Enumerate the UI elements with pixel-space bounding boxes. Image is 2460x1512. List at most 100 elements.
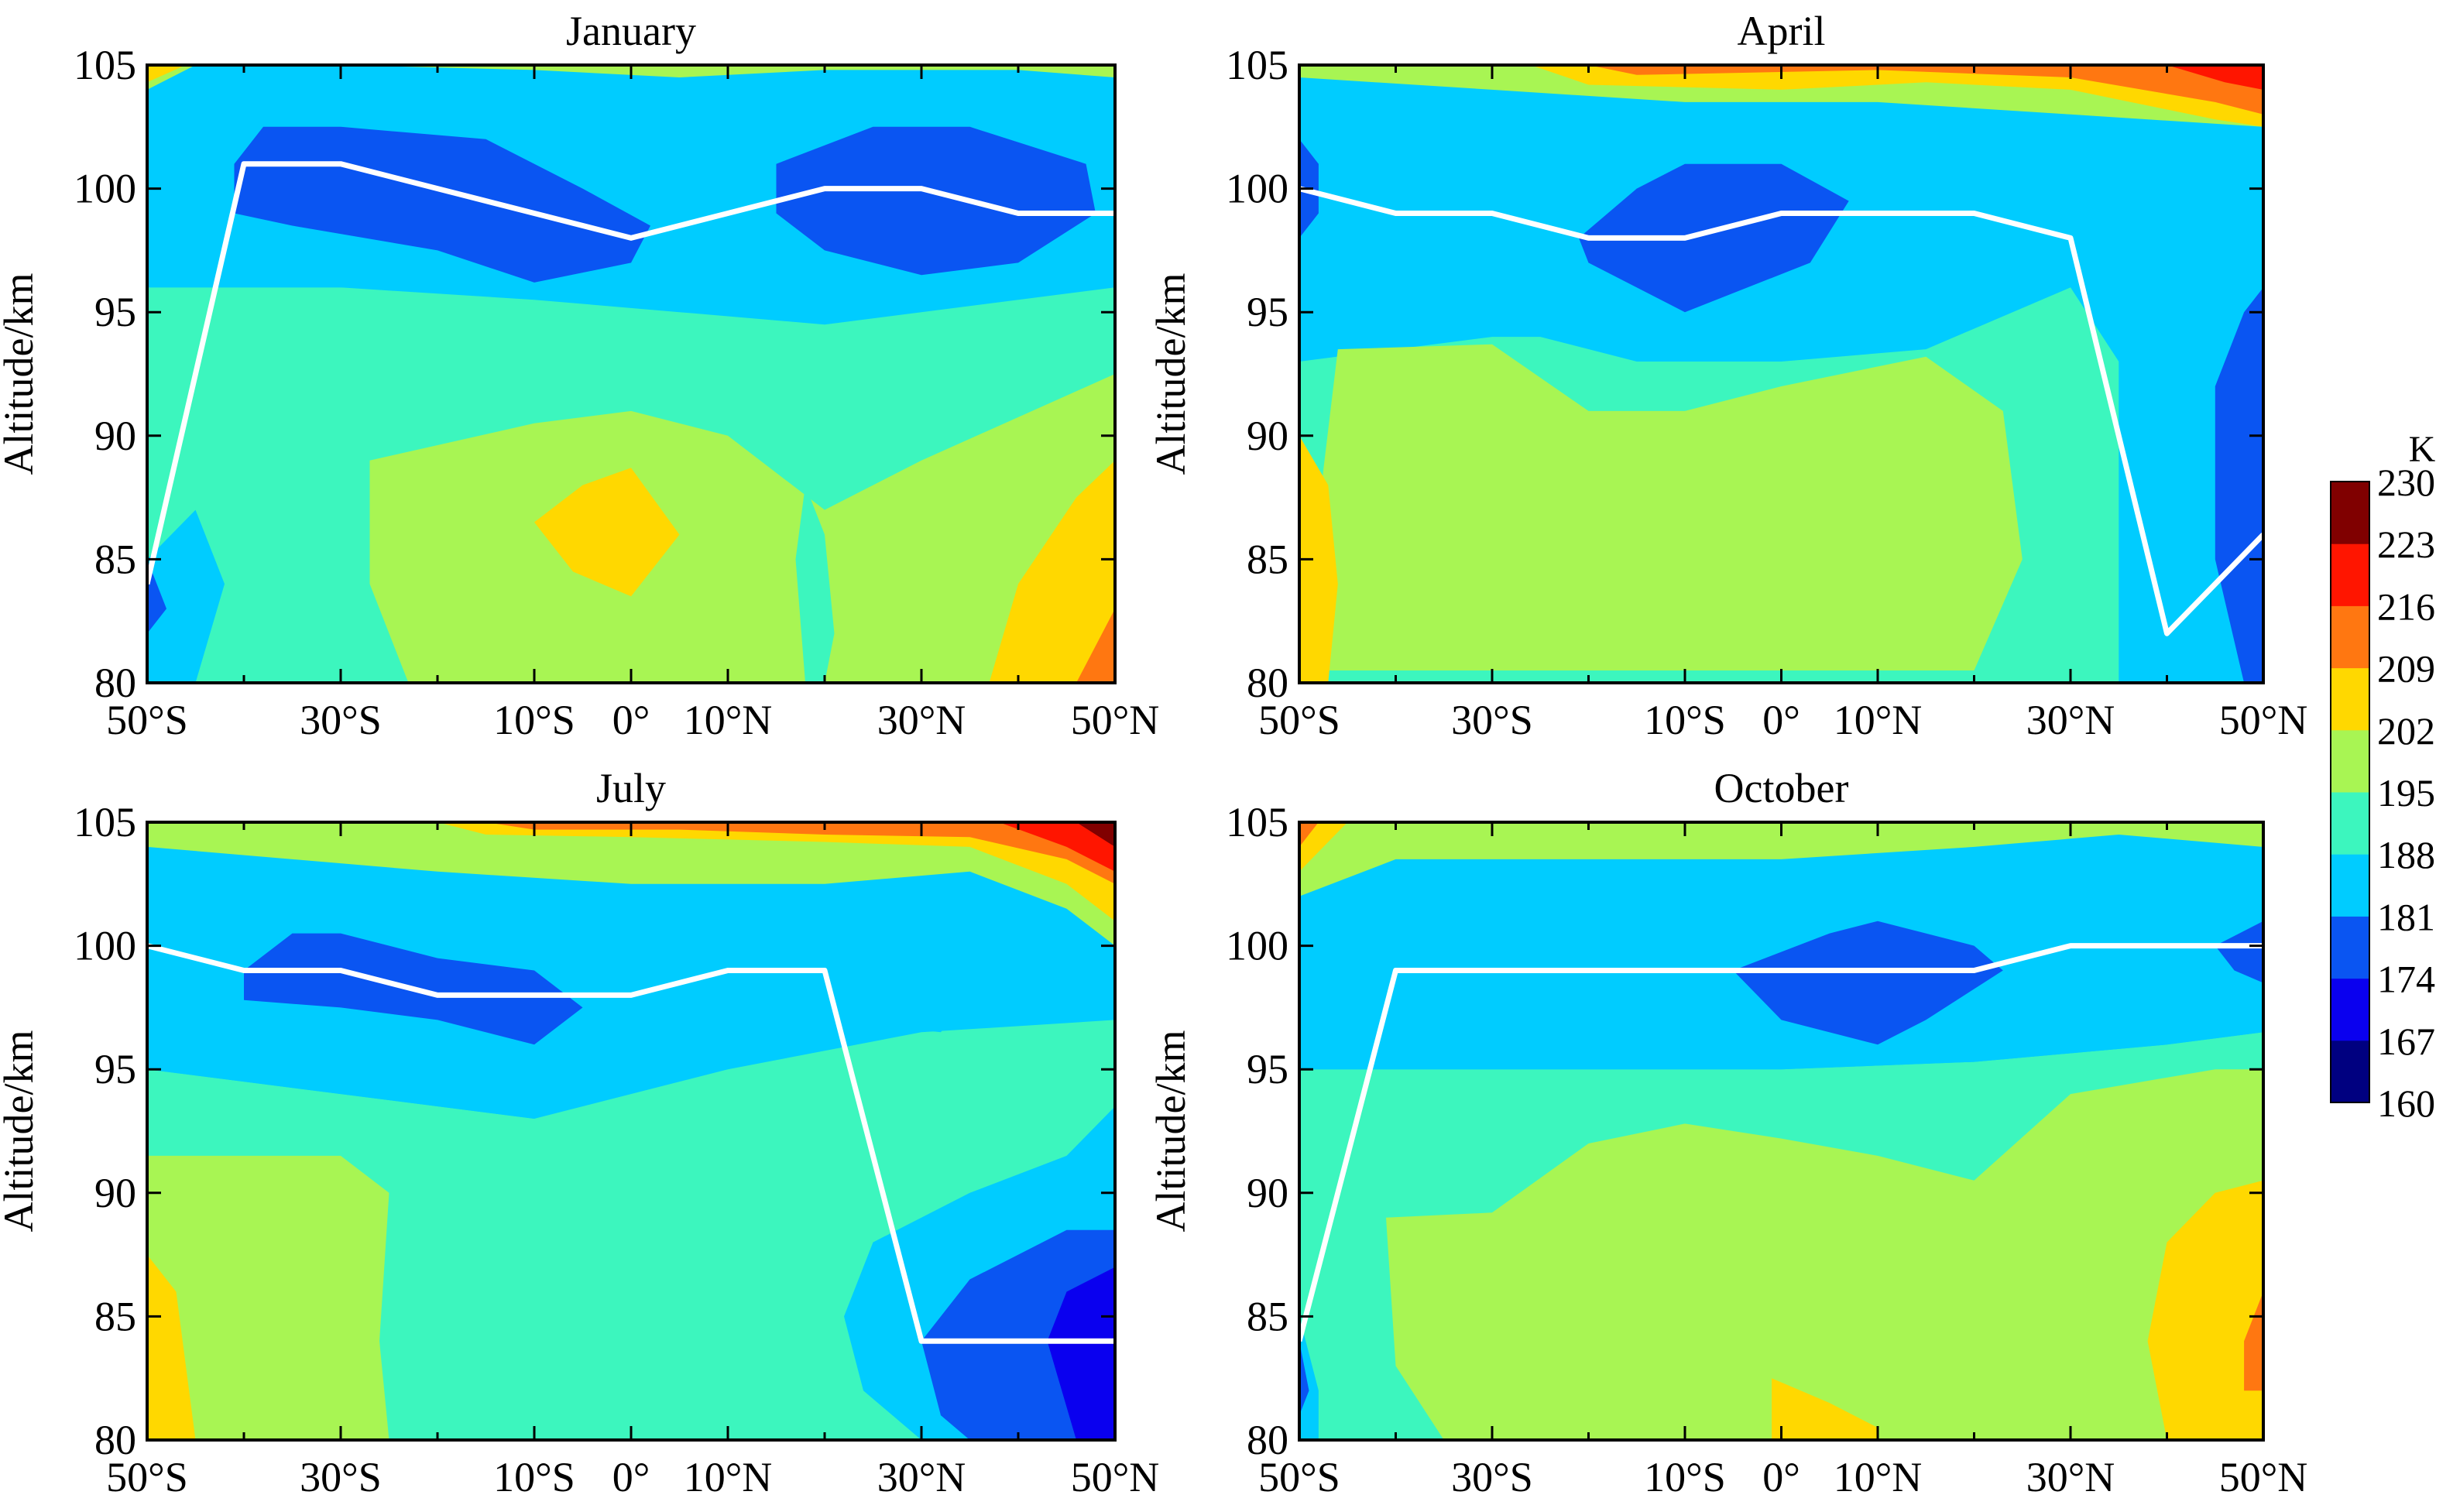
x-tick-label-october-1: 30°S bbox=[1451, 1454, 1533, 1500]
colorbar-tick-label-181: 181 bbox=[2377, 895, 2435, 938]
x-tick-label-july-4: 10°N bbox=[684, 1454, 773, 1500]
y-tick-label-april-2: 90 bbox=[1247, 413, 1288, 459]
boundary-line-january bbox=[147, 161, 1115, 585]
panel-april: 50°S 30°S 10°S 0° 10°N 30°N 50°N 80 85 90 95 100 105… bbox=[1148, 8, 2307, 743]
colorbar-band-174-181 bbox=[2331, 916, 2369, 979]
colorbar-band-209-216 bbox=[2331, 605, 2369, 669]
contour-region-april-5 bbox=[2215, 287, 2263, 683]
contour-region-january-6 bbox=[147, 509, 225, 683]
y-tick-label-july-2: 90 bbox=[94, 1170, 136, 1216]
colorbar-band-195-202 bbox=[2331, 729, 2369, 793]
x-tick-label-july-0: 50°S bbox=[106, 1454, 188, 1500]
boundary-line-april bbox=[1299, 186, 2263, 636]
contour-region-october-5 bbox=[1299, 1316, 1319, 1440]
y-axis-label-july: Altitude/km bbox=[0, 1030, 42, 1233]
colorbar-tick-label-174: 174 bbox=[2377, 958, 2435, 1001]
y-tick-label-july-0: 80 bbox=[94, 1417, 136, 1463]
contour-region-april-6 bbox=[1579, 163, 1849, 313]
contour-region-july-8 bbox=[147, 822, 1115, 946]
panel-title-october: October bbox=[1714, 765, 1849, 811]
contour-region-october-10 bbox=[1299, 822, 2263, 897]
colorbar-band-181-188 bbox=[2331, 854, 2369, 917]
plot-area-july bbox=[147, 822, 1115, 1440]
colorbar: K 230 223 216 209 202 195 188 181 174 167 160 bbox=[2330, 429, 2436, 1125]
y-tick-label-october-2: 90 bbox=[1247, 1170, 1288, 1216]
plot-area-january bbox=[147, 65, 1115, 683]
x-tick-label-july-6: 50°N bbox=[1071, 1454, 1160, 1500]
y-tick-label-january-2: 90 bbox=[94, 413, 136, 459]
colorbar-frame bbox=[2330, 481, 2370, 1103]
x-tick-label-april-1: 30°S bbox=[1451, 697, 1533, 743]
contour-region-january-3 bbox=[534, 468, 680, 597]
contour-region-january-12 bbox=[147, 65, 186, 83]
plot-area-october bbox=[1299, 822, 2263, 1440]
y-tick-label-april-0: 80 bbox=[1247, 660, 1288, 706]
contour-region-july-2 bbox=[147, 1254, 196, 1440]
x-tick-label-october-2: 10°S bbox=[1644, 1454, 1726, 1500]
colorbar-tick-label-202: 202 bbox=[2377, 709, 2435, 753]
contour-region-october-9 bbox=[2215, 921, 2263, 983]
colorbar-band-167-174 bbox=[2331, 978, 2369, 1041]
panels: 50°S 30°S 10°S 0° 10°N 30°N 50°N 80 85 90 95 100 105… bbox=[0, 8, 2307, 1500]
colorbar-tick-label-209: 209 bbox=[2377, 647, 2435, 691]
contour-region-april-10 bbox=[1588, 65, 2263, 115]
contour-region-october-11 bbox=[1299, 822, 1348, 872]
y-tick-label-january-1: 85 bbox=[94, 536, 136, 582]
contour-region-october-12 bbox=[1299, 822, 1319, 847]
contour-region-january-1 bbox=[369, 374, 1115, 683]
y-tick-label-january-3: 95 bbox=[94, 289, 136, 335]
y-axis-label-april: Altitude/km bbox=[1148, 273, 1194, 475]
contour-region-april-11 bbox=[2167, 65, 2263, 90]
y-tick-label-july-4: 100 bbox=[74, 923, 136, 969]
x-tick-label-january-6: 50°N bbox=[1071, 697, 1160, 743]
x-tick-label-april-6: 50°N bbox=[2219, 697, 2308, 743]
x-tick-label-july-1: 30°S bbox=[300, 1454, 382, 1500]
plot-area-april bbox=[1299, 65, 2263, 683]
colorbar-band-223-230 bbox=[2331, 482, 2369, 544]
panel-october: 50°S 30°S 10°S 0° 10°N 30°N 50°N 80 85 90 95 100 105… bbox=[1148, 765, 2307, 1500]
y-axis-label-january: Altitude/km bbox=[0, 273, 42, 475]
panel-title-april: April bbox=[1738, 8, 1826, 54]
y-tick-label-october-3: 95 bbox=[1247, 1046, 1288, 1092]
y-tick-label-january-5: 105 bbox=[74, 42, 136, 88]
panel-january: 50°S 30°S 10°S 0° 10°N 30°N 50°N 80 85 90 95 100 105… bbox=[0, 8, 1159, 743]
colorbar-tick-label-160: 160 bbox=[2377, 1082, 2435, 1125]
colorbar-tick-label-223: 223 bbox=[2377, 523, 2435, 566]
colorbar-band-216-223 bbox=[2331, 543, 2369, 606]
x-tick-label-july-5: 30°N bbox=[877, 1454, 966, 1500]
y-tick-label-april-3: 95 bbox=[1247, 289, 1288, 335]
x-tick-label-january-2: 10°S bbox=[493, 697, 575, 743]
contour-region-october-3 bbox=[2147, 1180, 2263, 1440]
contour-region-january-7 bbox=[147, 559, 166, 634]
x-tick-label-april-4: 10°N bbox=[1834, 697, 1923, 743]
boundary-line-july bbox=[147, 943, 1115, 1344]
colorbar-tick-label-167: 167 bbox=[2377, 1020, 2435, 1063]
x-tick-label-january-3: 0° bbox=[612, 697, 650, 743]
colorbar-band-188-195 bbox=[2331, 792, 2369, 855]
contour-region-october-1 bbox=[1386, 1069, 2263, 1440]
contour-region-october-8 bbox=[1733, 921, 2003, 1045]
y-tick-label-october-5: 105 bbox=[1226, 799, 1288, 845]
contour-region-january-10 bbox=[776, 126, 1096, 276]
x-tick-label-january-5: 30°N bbox=[877, 697, 966, 743]
contour-region-july-11 bbox=[999, 822, 1115, 872]
panel-title-july: July bbox=[596, 765, 666, 811]
y-axis-label-october: Altitude/km bbox=[1148, 1030, 1194, 1233]
y-tick-label-april-1: 85 bbox=[1247, 536, 1288, 582]
x-tick-label-january-0: 50°S bbox=[106, 697, 188, 743]
y-tick-label-october-1: 85 bbox=[1247, 1293, 1288, 1339]
panel-title-january: January bbox=[566, 8, 696, 54]
contour-region-january-2 bbox=[795, 485, 835, 683]
colorbar-tick-label-195: 195 bbox=[2377, 771, 2435, 814]
boundary-line-october bbox=[1299, 943, 2263, 1342]
contour-region-april-1 bbox=[1299, 344, 2023, 670]
panel-july: 50°S 30°S 10°S 0° 10°N 30°N 50°N 80 85 90 95 100 105… bbox=[0, 765, 1159, 1500]
x-tick-label-october-6: 50°N bbox=[2219, 1454, 2308, 1500]
x-tick-label-october-5: 30°N bbox=[2026, 1454, 2115, 1500]
y-tick-label-october-4: 100 bbox=[1226, 923, 1288, 969]
y-tick-label-april-4: 100 bbox=[1226, 166, 1288, 212]
x-tick-label-july-3: 0° bbox=[612, 1454, 650, 1500]
x-tick-label-april-3: 0° bbox=[1762, 697, 1800, 743]
y-tick-label-january-0: 80 bbox=[94, 660, 136, 706]
